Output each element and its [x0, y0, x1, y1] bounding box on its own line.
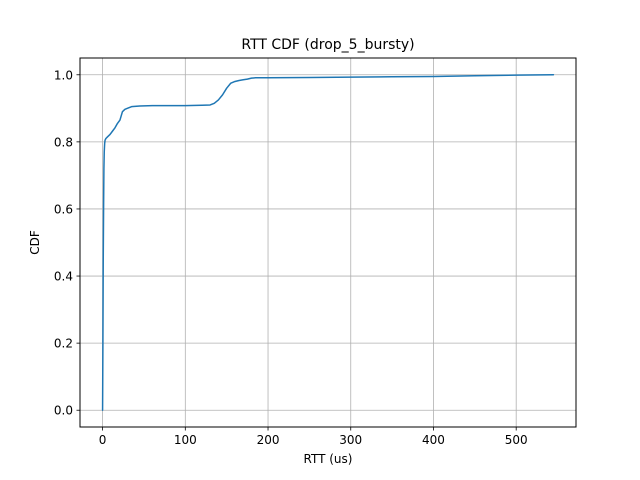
y-axis-label: CDF [28, 230, 42, 255]
x-tick-label: 500 [505, 433, 528, 447]
chart-title: RTT CDF (drop_5_bursty) [241, 37, 414, 53]
x-tick-label: 400 [422, 433, 445, 447]
grid-layer [80, 58, 576, 427]
x-tick-label: 200 [257, 433, 280, 447]
y-tick-label: 1.0 [54, 68, 73, 82]
tick-layer: 0 100 200 300 400 500 0.0 0.2 0.4 0.6 0.8 1.0 [54, 68, 528, 447]
x-tick-label: 0 [99, 433, 107, 447]
y-tick-label: 0.0 [54, 404, 73, 418]
x-axis-label: RTT (us) [304, 452, 353, 466]
plot-area-frame [79, 57, 577, 428]
cdf-series-line [101, 74, 555, 411]
x-tick-label: 300 [339, 433, 362, 447]
y-tick-label: 0.8 [54, 135, 73, 149]
y-tick-label: 0.2 [54, 337, 73, 351]
x-tick-label: 100 [174, 433, 197, 447]
y-tick-label: 0.6 [54, 202, 73, 216]
line-layer [101, 74, 555, 411]
y-tick-label: 0.4 [54, 270, 73, 284]
